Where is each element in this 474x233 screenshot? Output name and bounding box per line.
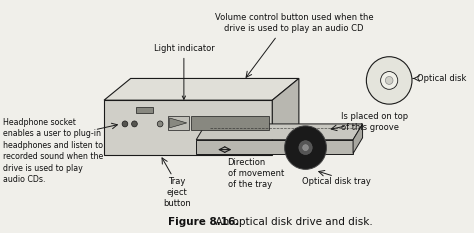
- Polygon shape: [104, 79, 299, 100]
- Text: Optical disk tray: Optical disk tray: [301, 177, 370, 186]
- FancyBboxPatch shape: [137, 107, 154, 113]
- Circle shape: [157, 121, 163, 127]
- Text: An optical disk drive and disk.: An optical disk drive and disk.: [209, 217, 373, 227]
- Text: Light indicator: Light indicator: [154, 44, 214, 99]
- Text: Is placed on top
of this groove: Is placed on top of this groove: [341, 112, 408, 132]
- Text: Figure 8.16.: Figure 8.16.: [168, 217, 239, 227]
- Text: Optical disk: Optical disk: [417, 74, 466, 83]
- Circle shape: [366, 57, 412, 104]
- Circle shape: [385, 76, 393, 84]
- Polygon shape: [104, 100, 272, 154]
- Circle shape: [381, 72, 398, 89]
- Polygon shape: [196, 124, 363, 140]
- Polygon shape: [170, 118, 187, 128]
- Circle shape: [284, 126, 327, 169]
- Polygon shape: [272, 79, 299, 154]
- Text: Volume control button used when the
drive is used to play an audio CD: Volume control button used when the driv…: [215, 13, 374, 33]
- Circle shape: [299, 141, 312, 154]
- Polygon shape: [196, 140, 353, 154]
- Text: Headphone socket
enables a user to plug-in
headphones and listen to
recorded sou: Headphone socket enables a user to plug-…: [3, 118, 103, 184]
- Polygon shape: [353, 124, 363, 154]
- FancyBboxPatch shape: [191, 116, 269, 130]
- Text: Tray
eject
button: Tray eject button: [164, 177, 191, 209]
- FancyBboxPatch shape: [168, 116, 189, 130]
- Circle shape: [303, 145, 309, 151]
- Text: Direction
of movement
of the tray: Direction of movement of the tray: [228, 158, 284, 189]
- Circle shape: [122, 121, 128, 127]
- Circle shape: [132, 121, 137, 127]
